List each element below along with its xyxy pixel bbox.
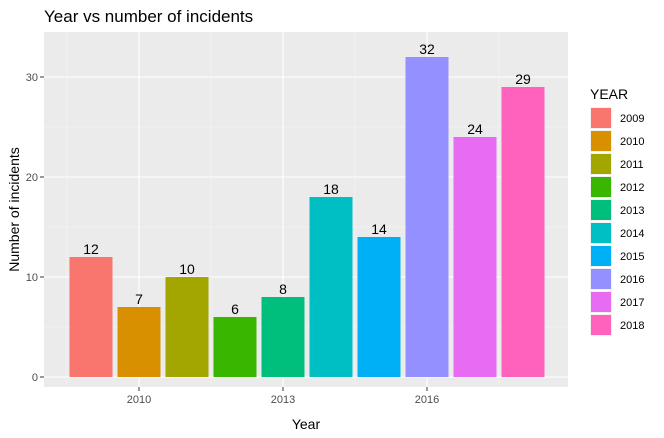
y-axis: 0 10 20 30 [26,72,44,384]
y-tick-label: 10 [26,272,38,284]
data-label-2014: 18 [323,181,339,197]
data-label-2015: 14 [371,221,387,237]
x-tick-label: 2010 [127,394,151,406]
bar-2017 [453,137,497,377]
data-label-2018: 29 [515,71,531,87]
legend-label-2009: 2009 [620,113,644,125]
x-axis-title: Year [292,416,321,432]
bar-2018 [501,87,545,377]
legend-label-2010: 2010 [620,136,644,148]
legend-swatch-2011 [591,154,611,174]
data-label-2017: 24 [467,121,483,137]
legend-label-2017: 2017 [620,297,644,309]
data-label-2013: 8 [279,281,287,297]
legend-swatch-2012 [591,177,611,197]
legend-swatch-2010 [591,131,611,151]
bar-2016 [405,57,449,377]
legend-title: YEAR [590,86,628,102]
y-tick-label: 0 [32,372,38,384]
data-labels: 12 7 10 6 8 18 14 32 24 29 [83,41,531,317]
y-tick-label: 20 [26,172,38,184]
bars [69,57,545,377]
legend-swatch-2018 [591,315,611,335]
x-tick-label: 2016 [415,394,439,406]
chart-title: Year vs number of incidents [44,7,253,26]
bar-2015 [357,237,401,377]
data-label-2010: 7 [135,291,143,307]
y-axis-title: Number of incidents [6,147,22,272]
bar-2014 [309,197,353,377]
legend-swatch-2014 [591,223,611,243]
legend-label-2013: 2013 [620,205,644,217]
legend-label-2015: 2015 [620,251,644,263]
legend: YEAR 2009 2010 2011 2012 2013 2014 2015 2016 201… [590,86,644,336]
legend-label-2012: 2012 [620,182,644,194]
x-tick-label: 2013 [271,394,295,406]
data-label-2016: 32 [419,41,435,57]
bar-2013 [261,297,305,377]
bar-2009 [69,257,113,377]
bar-2010 [117,307,161,377]
legend-swatch-2016 [591,269,611,289]
bar-2012 [213,317,257,377]
data-label-2012: 6 [231,301,239,317]
legend-swatch-2017 [591,292,611,312]
legend-label-2016: 2016 [620,274,644,286]
legend-label-2018: 2018 [620,320,644,332]
legend-swatch-2013 [591,200,611,220]
y-tick-label: 30 [26,72,38,84]
data-label-2011: 10 [179,261,195,277]
legend-swatch-2015 [591,246,611,266]
bar-2011 [165,277,209,377]
legend-label-2011: 2011 [620,159,644,171]
data-label-2009: 12 [83,241,99,257]
legend-label-2014: 2014 [620,228,644,240]
legend-swatch-2009 [591,108,611,128]
x-axis: 2010 2013 2016 [127,387,439,406]
